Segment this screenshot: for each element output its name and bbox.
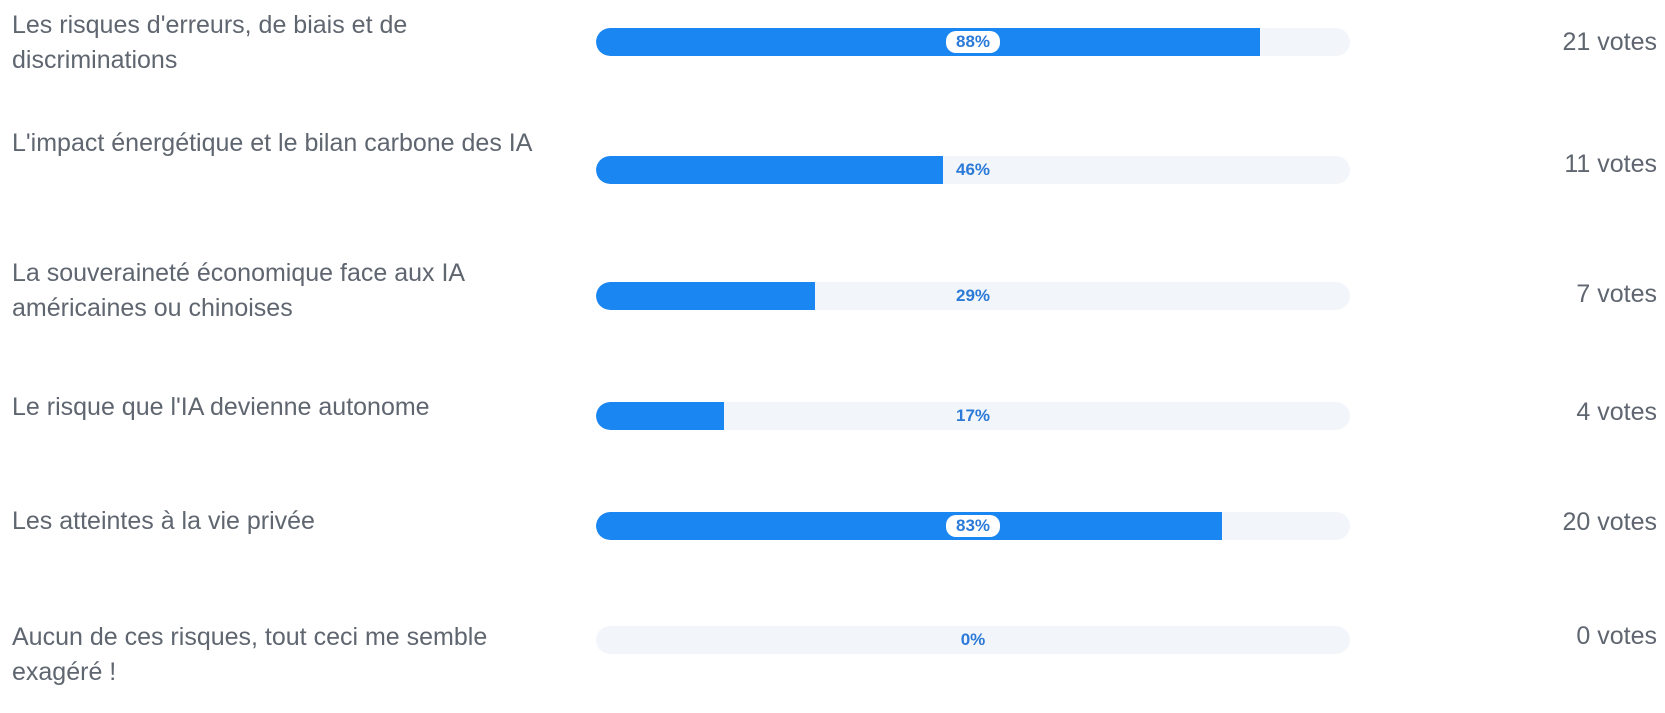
vote-count: 7 votes: [1576, 280, 1657, 308]
progress-fill: [596, 156, 943, 184]
option-label: La souveraineté économique face aux IA a…: [12, 259, 464, 322]
poll-row: La souveraineté économique face aux IA a…: [0, 240, 1665, 330]
option-label: Le risque que l'IA devienne autonome: [12, 393, 430, 421]
poll-row: Aucun de ces risques, tout ceci me sembl…: [0, 602, 1665, 692]
percent-label: 88%: [945, 31, 1001, 53]
poll-row: Le risque que l'IA devienne autonome 17%…: [0, 364, 1665, 454]
percent-label: 46%: [955, 160, 991, 179]
vote-count: 11 votes: [1564, 150, 1657, 178]
poll-row: L'impact énergétique et le bilan carbone…: [0, 120, 1665, 210]
progress-track: 29%: [596, 282, 1350, 310]
progress-track: 0%: [596, 626, 1350, 654]
poll-row: Les atteintes à la vie privée 83% 20 vot…: [0, 482, 1665, 572]
progress-fill: [596, 282, 815, 310]
progress-track: 88%: [596, 28, 1350, 56]
progress-track: 17%: [596, 402, 1350, 430]
progress-fill: [596, 402, 725, 430]
vote-count: 20 votes: [1562, 508, 1657, 536]
option-label: Aucun de ces risques, tout ceci me sembl…: [12, 623, 488, 686]
vote-count: 4 votes: [1576, 398, 1657, 426]
progress-track: 83%: [596, 512, 1350, 540]
progress-fill: [596, 28, 1260, 56]
vote-count: 0 votes: [1576, 622, 1657, 650]
option-label: Les atteintes à la vie privée: [12, 507, 315, 535]
progress-track: 46%: [596, 156, 1350, 184]
percent-label: 29%: [955, 286, 991, 305]
option-label: Les risques d'erreurs, de biais et de di…: [12, 11, 408, 74]
percent-label: 0%: [960, 630, 986, 649]
option-label: L'impact énergétique et le bilan carbone…: [12, 129, 533, 157]
progress-fill: [596, 512, 1222, 540]
poll-row: Les risques d'erreurs, de biais et de di…: [0, 0, 1665, 90]
percent-label: 83%: [945, 515, 1001, 537]
percent-label: 17%: [955, 406, 991, 425]
vote-count: 21 votes: [1562, 28, 1657, 56]
